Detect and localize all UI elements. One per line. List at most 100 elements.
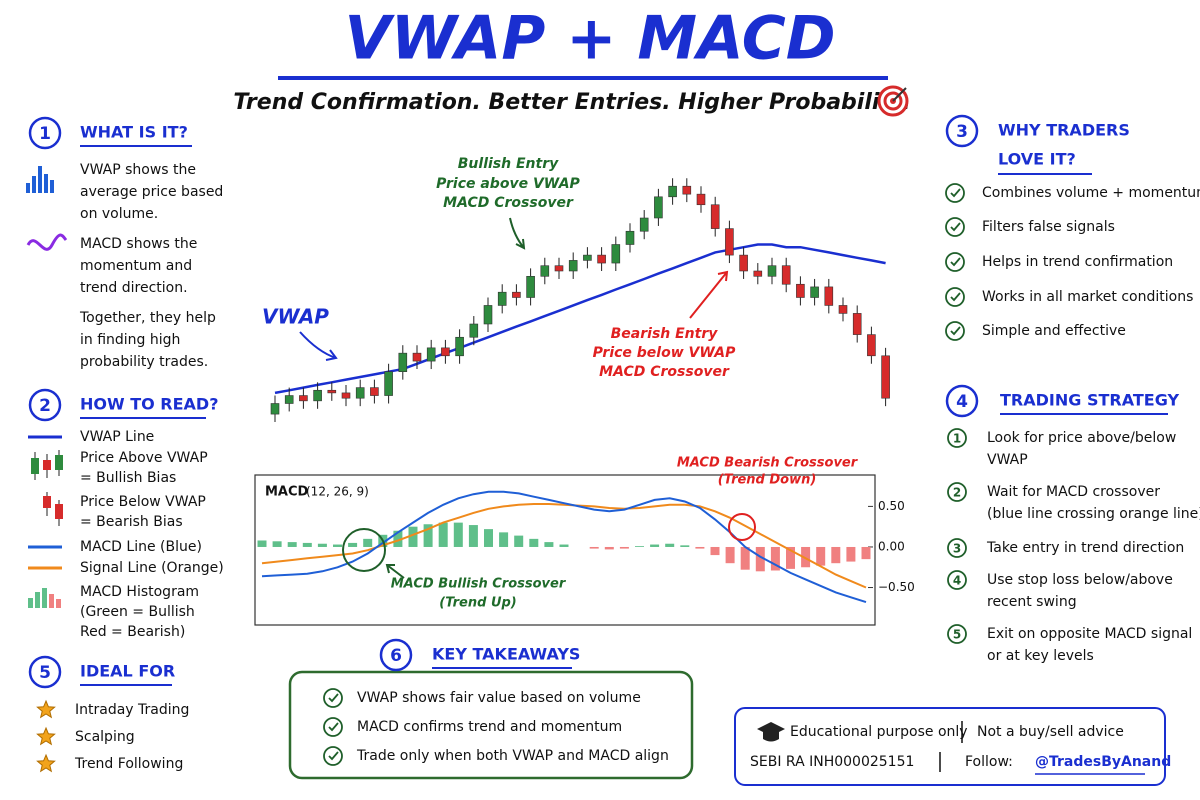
crossover-circle: [728, 513, 756, 541]
bear-candle-icon: [43, 492, 63, 526]
candle-body: [753, 270, 763, 277]
section-heading: WHY TRADERS: [998, 121, 1130, 140]
candle-body: [497, 291, 507, 306]
target-icon-part: [892, 87, 907, 102]
footer-text: Not a buy/sell advice: [977, 724, 1124, 740]
item-text: Price Below VWAP: [80, 494, 206, 510]
candle-body: [639, 217, 649, 232]
step-badge: [947, 538, 967, 558]
candle-body: [554, 265, 564, 272]
check-mark: [328, 722, 339, 732]
item-text: Red = Bearish): [80, 624, 185, 640]
item-text: Price Above VWAP: [80, 450, 208, 466]
candle-body: [398, 352, 408, 372]
histogram-bar: [302, 542, 312, 547]
histogram-bar: [786, 546, 795, 569]
candle-body: [682, 185, 692, 195]
step-text: Take entry in trend direction: [986, 540, 1184, 556]
arrow: [385, 564, 405, 579]
step-badge: [947, 482, 967, 502]
section-number: 3: [956, 122, 968, 142]
volume-icon-part: [26, 183, 30, 193]
bear-candle-icon-part: [43, 496, 51, 508]
candle-body: [483, 305, 493, 325]
item-text: Filters false signals: [982, 219, 1115, 235]
crossover-circle: [342, 528, 386, 572]
section-badge: [28, 116, 62, 150]
arrow: [299, 331, 337, 359]
heading-background: [428, 643, 578, 667]
histogram-bar: [529, 538, 539, 547]
candle-body: [540, 265, 550, 277]
candle-body: [341, 392, 351, 399]
item-text: VWAP shows fair value based on volume: [357, 690, 641, 706]
macd-series-line: [261, 503, 867, 589]
item-text: MACD confirms trend and momentum: [357, 719, 622, 735]
volume-icon-part: [44, 174, 48, 193]
histogram-bar: [635, 546, 644, 547]
candle-body: [284, 395, 294, 404]
star: [36, 699, 56, 719]
step-text: or at key levels: [987, 648, 1094, 664]
footer-text: Follow:: [965, 754, 1013, 770]
candle-body: [824, 286, 834, 306]
annotation: MACD Crossover: [443, 195, 574, 211]
candle-body: [412, 352, 422, 362]
macd-series-line: [261, 490, 867, 604]
candle-body: [739, 254, 748, 272]
histogram-icon-part: [35, 592, 40, 608]
histogram-bar: [287, 542, 297, 547]
section-badge: [945, 114, 979, 148]
annotation: MACD Bullish Crossover: [391, 577, 567, 592]
histogram-bar: [348, 542, 358, 547]
item-text: trend direction.: [80, 280, 188, 296]
candle-body: [781, 265, 791, 285]
check-circle: [323, 717, 343, 737]
item-text: = Bearish Bias: [80, 514, 183, 530]
annotation: (Trend Up): [439, 596, 517, 611]
section-heading: WHAT IS IT?: [80, 123, 188, 142]
arrow-head: [325, 349, 338, 361]
step-number: 3: [953, 542, 961, 556]
item-text: Scalping: [75, 729, 135, 745]
histogram-bar: [333, 544, 342, 547]
histogram-bar: [725, 546, 735, 564]
star: [36, 726, 56, 746]
section-number: 6: [390, 646, 402, 666]
step-number: 4: [953, 574, 961, 588]
step-badge: [947, 428, 967, 448]
item-text: = Bullish Bias: [80, 470, 176, 486]
item-text: Together, they help: [79, 310, 216, 326]
candle-body: [881, 355, 890, 399]
cap-icon-part: [763, 732, 779, 742]
check-mark: [950, 222, 961, 232]
item-text: on volume.: [80, 206, 158, 222]
item-text: VWAP Line: [80, 429, 154, 445]
item-text: Intraday Trading: [75, 702, 189, 718]
volume-icon: [26, 166, 54, 193]
histogram-bar: [423, 524, 433, 547]
footer-text: SEBI RA INH000025151: [750, 754, 914, 770]
item-text: MACD shows the: [80, 236, 197, 252]
candle-body: [810, 286, 819, 298]
section-number: 1: [39, 124, 51, 144]
item-text: Signal Line (Orange): [80, 560, 224, 576]
section-heading: HOW TO READ?: [80, 395, 219, 414]
histogram-bar: [363, 538, 373, 547]
candle-body: [327, 389, 337, 394]
histogram-bar: [559, 544, 569, 547]
candle-body: [696, 193, 706, 206]
annotation: MACD Bearish Crossover: [677, 456, 859, 471]
histogram-bar: [619, 546, 629, 549]
arrow: [689, 270, 729, 319]
section-badge: [28, 655, 62, 689]
item-text: momentum and: [80, 258, 192, 274]
candle-body: [469, 323, 479, 338]
histogram-bar: [453, 522, 463, 547]
handle[interactable]: @TradesByAnand: [1035, 754, 1171, 770]
item-text: Simple and effective: [982, 323, 1126, 339]
cap-icon: [757, 722, 785, 742]
bull-candle-icon: [31, 450, 63, 480]
candle-body: [384, 371, 393, 396]
